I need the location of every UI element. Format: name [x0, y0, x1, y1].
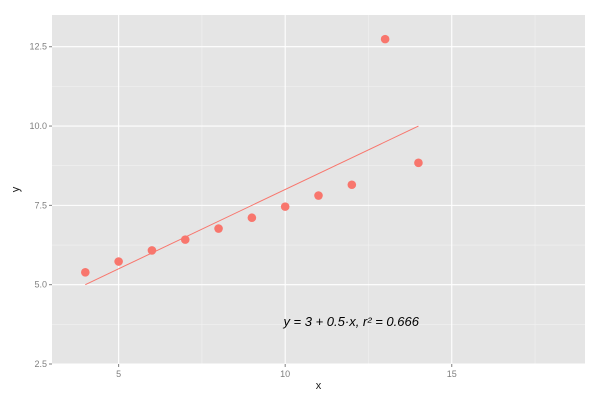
data-point [380, 34, 390, 44]
data-point [347, 180, 357, 190]
grid-lines [52, 15, 585, 365]
data-point [214, 224, 223, 233]
x-tick-label: 10 [280, 369, 290, 379]
y-axis-ticks: 2.5 5.0 7.5 10.0 12.5 [29, 42, 52, 369]
data-points [81, 34, 423, 277]
y-tick-label: 12.5 [29, 42, 47, 52]
x-tick-label: 15 [447, 369, 457, 379]
data-point [147, 246, 157, 255]
data-point [247, 213, 257, 223]
data-point [180, 235, 190, 244]
data-point [280, 202, 290, 211]
fit-line [85, 125, 419, 286]
data-point [81, 268, 90, 277]
x-axis-ticks: 5 10 15 [116, 364, 457, 379]
panel-background [52, 15, 585, 364]
x-axis-title: x [316, 380, 322, 392]
y-tick-label: 2.5 [34, 359, 47, 369]
x-tick-label: 5 [116, 369, 121, 379]
data-point [114, 257, 123, 266]
fit-line-group [85, 125, 419, 286]
y-axis-title: y [10, 186, 22, 192]
y-tick-label: 10.0 [29, 121, 47, 131]
y-tick-label: 7.5 [34, 200, 47, 210]
data-point [414, 158, 423, 168]
data-point [314, 191, 323, 200]
regression-annotation: y = 3 + 0.5·x, r² = 0.666 [282, 314, 419, 329]
y-tick-label: 5.0 [34, 280, 47, 290]
